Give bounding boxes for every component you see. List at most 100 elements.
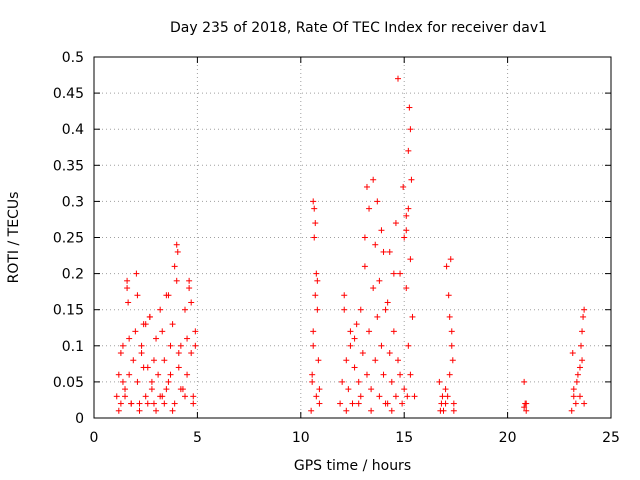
data-point	[351, 364, 358, 371]
data-point	[310, 342, 317, 349]
data-point	[570, 386, 577, 393]
data-point	[192, 342, 199, 349]
data-point	[405, 205, 412, 212]
data-point	[376, 277, 383, 284]
data-point	[174, 248, 181, 255]
data-point	[119, 378, 126, 385]
data-point	[351, 335, 358, 342]
x-tick-label: 10	[292, 430, 310, 446]
data-point	[378, 342, 385, 349]
data-point	[186, 277, 193, 284]
data-point	[347, 342, 354, 349]
data-point	[138, 350, 145, 357]
data-point	[572, 400, 579, 407]
data-point	[159, 328, 166, 335]
data-point	[115, 371, 122, 378]
data-point	[579, 328, 586, 335]
data-point	[146, 313, 153, 320]
data-point	[150, 400, 157, 407]
data-point	[165, 378, 172, 385]
data-point	[384, 299, 391, 306]
data-point	[411, 393, 418, 400]
data-point	[347, 328, 354, 335]
data-point	[523, 400, 530, 407]
data-point	[361, 234, 368, 241]
data-point	[443, 263, 450, 270]
data-point	[401, 234, 408, 241]
data-point	[308, 407, 315, 414]
data-point	[140, 364, 147, 371]
data-point	[163, 386, 170, 393]
data-point	[117, 350, 124, 357]
data-point	[181, 393, 188, 400]
data-point	[576, 364, 583, 371]
y-tick-label: 0.35	[53, 158, 84, 174]
chart-title: Day 235 of 2018, Rate Of TEC Index for r…	[170, 20, 547, 36]
data-point	[157, 393, 164, 400]
data-point	[124, 277, 131, 284]
data-point	[119, 342, 126, 349]
data-point	[190, 393, 197, 400]
data-point	[578, 342, 585, 349]
data-point	[397, 270, 404, 277]
data-point	[171, 400, 178, 407]
data-point	[188, 350, 195, 357]
data-point	[312, 292, 319, 299]
data-point	[339, 378, 346, 385]
data-point	[442, 400, 449, 407]
data-point	[403, 285, 410, 292]
data-point	[157, 306, 164, 313]
data-point	[343, 357, 350, 364]
y-tick-label: 0.25	[53, 231, 84, 247]
data-point	[581, 306, 588, 313]
data-point	[407, 126, 414, 133]
data-point	[167, 371, 174, 378]
data-point	[186, 285, 193, 292]
data-point	[125, 299, 132, 306]
data-point	[113, 393, 120, 400]
data-point	[444, 393, 451, 400]
data-point	[357, 393, 364, 400]
data-point	[359, 350, 366, 357]
data-point	[309, 371, 316, 378]
x-axis-label: GPS time / hours	[294, 458, 411, 474]
data-point	[523, 407, 530, 414]
data-point	[580, 313, 587, 320]
data-point	[363, 183, 370, 190]
y-tick-label: 0.15	[53, 303, 84, 319]
axis-ticks: 0 5 10 15 20 25 0 0.05 0.1 0.15 0.2 0.25 0.3 0.35 0.4 0…	[53, 50, 620, 446]
data-point	[450, 407, 457, 414]
y-tick-label: 0.1	[62, 339, 84, 355]
data-point	[400, 183, 407, 190]
data-point	[569, 350, 576, 357]
data-point	[161, 400, 168, 407]
data-point	[366, 205, 373, 212]
y-tick-label: 0.2	[62, 267, 84, 283]
y-tick-label: 0.45	[53, 86, 84, 102]
data-point	[175, 350, 182, 357]
data-point	[134, 378, 141, 385]
data-point	[374, 313, 381, 320]
data-point	[144, 400, 151, 407]
data-point	[436, 378, 443, 385]
data-point	[407, 371, 414, 378]
data-point	[337, 400, 344, 407]
x-tick-label: 0	[90, 430, 99, 446]
x-tick-label: 20	[499, 430, 517, 446]
data-point	[390, 270, 397, 277]
data-point	[173, 277, 180, 284]
data-point	[357, 306, 364, 313]
data-point	[380, 371, 387, 378]
x-tick-label: 5	[193, 430, 202, 446]
x-tick-label: 25	[602, 430, 620, 446]
data-point	[316, 386, 323, 393]
data-point	[136, 400, 143, 407]
data-point	[370, 285, 377, 292]
data-point	[173, 241, 180, 248]
data-point	[390, 328, 397, 335]
data-point	[181, 306, 188, 313]
data-point	[309, 378, 316, 385]
data-point	[312, 220, 319, 227]
data-point	[397, 371, 404, 378]
